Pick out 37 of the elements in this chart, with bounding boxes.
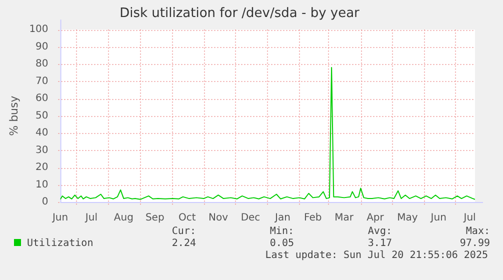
text: Min: bbox=[268, 226, 294, 238]
x-tick-label: Feb bbox=[304, 212, 322, 224]
x-tick-label: Oct bbox=[178, 212, 196, 224]
x-tick-label: Dec bbox=[240, 212, 260, 224]
y-tick-label: 40 bbox=[36, 128, 48, 139]
text: 97.99 bbox=[458, 238, 490, 250]
y-axis-title: % busy bbox=[7, 95, 20, 136]
text: 0.05 bbox=[268, 238, 294, 250]
y-tick-label: 50 bbox=[36, 110, 48, 122]
text: Cur: bbox=[170, 226, 196, 238]
x-tick-label: Sep bbox=[145, 212, 164, 224]
x-tick-label: Jun bbox=[51, 212, 68, 224]
y-tick-label: 60 bbox=[36, 93, 48, 104]
x-tick-label: Jul bbox=[462, 212, 476, 224]
y-tick-label: 70 bbox=[36, 76, 48, 87]
y-tick-label: 100 bbox=[29, 24, 48, 36]
text: Max: bbox=[464, 226, 490, 238]
y-tick-label: 90 bbox=[36, 41, 48, 52]
y-tick-label: 30 bbox=[36, 144, 48, 156]
text: 2.24 bbox=[170, 238, 196, 250]
y-tick-label: 20 bbox=[36, 162, 48, 174]
y-tick-label: 80 bbox=[36, 58, 48, 70]
x-tick-label: May bbox=[397, 212, 418, 224]
y-tick-label: 0 bbox=[42, 196, 48, 208]
x-tick-label: Jun bbox=[430, 212, 446, 224]
text: Avg: bbox=[366, 226, 392, 238]
x-tick-label: Aug bbox=[114, 212, 134, 224]
chart-title: Disk utilization for /dev/sda - by year bbox=[120, 6, 360, 22]
text: 3.17 bbox=[366, 238, 392, 250]
x-tick-label: Nov bbox=[208, 212, 228, 224]
x-tick-label: Jul bbox=[84, 212, 98, 224]
legend-label: Utilization bbox=[27, 238, 94, 249]
x-tick-label: Apr bbox=[366, 212, 385, 224]
y-tick-label: 10 bbox=[36, 179, 48, 190]
x-tick-label: Mar bbox=[334, 212, 354, 224]
x-tick-label: Jan bbox=[274, 212, 290, 224]
text: Last update: Sun Jul 20 21:55:06 2025 bbox=[264, 250, 489, 262]
